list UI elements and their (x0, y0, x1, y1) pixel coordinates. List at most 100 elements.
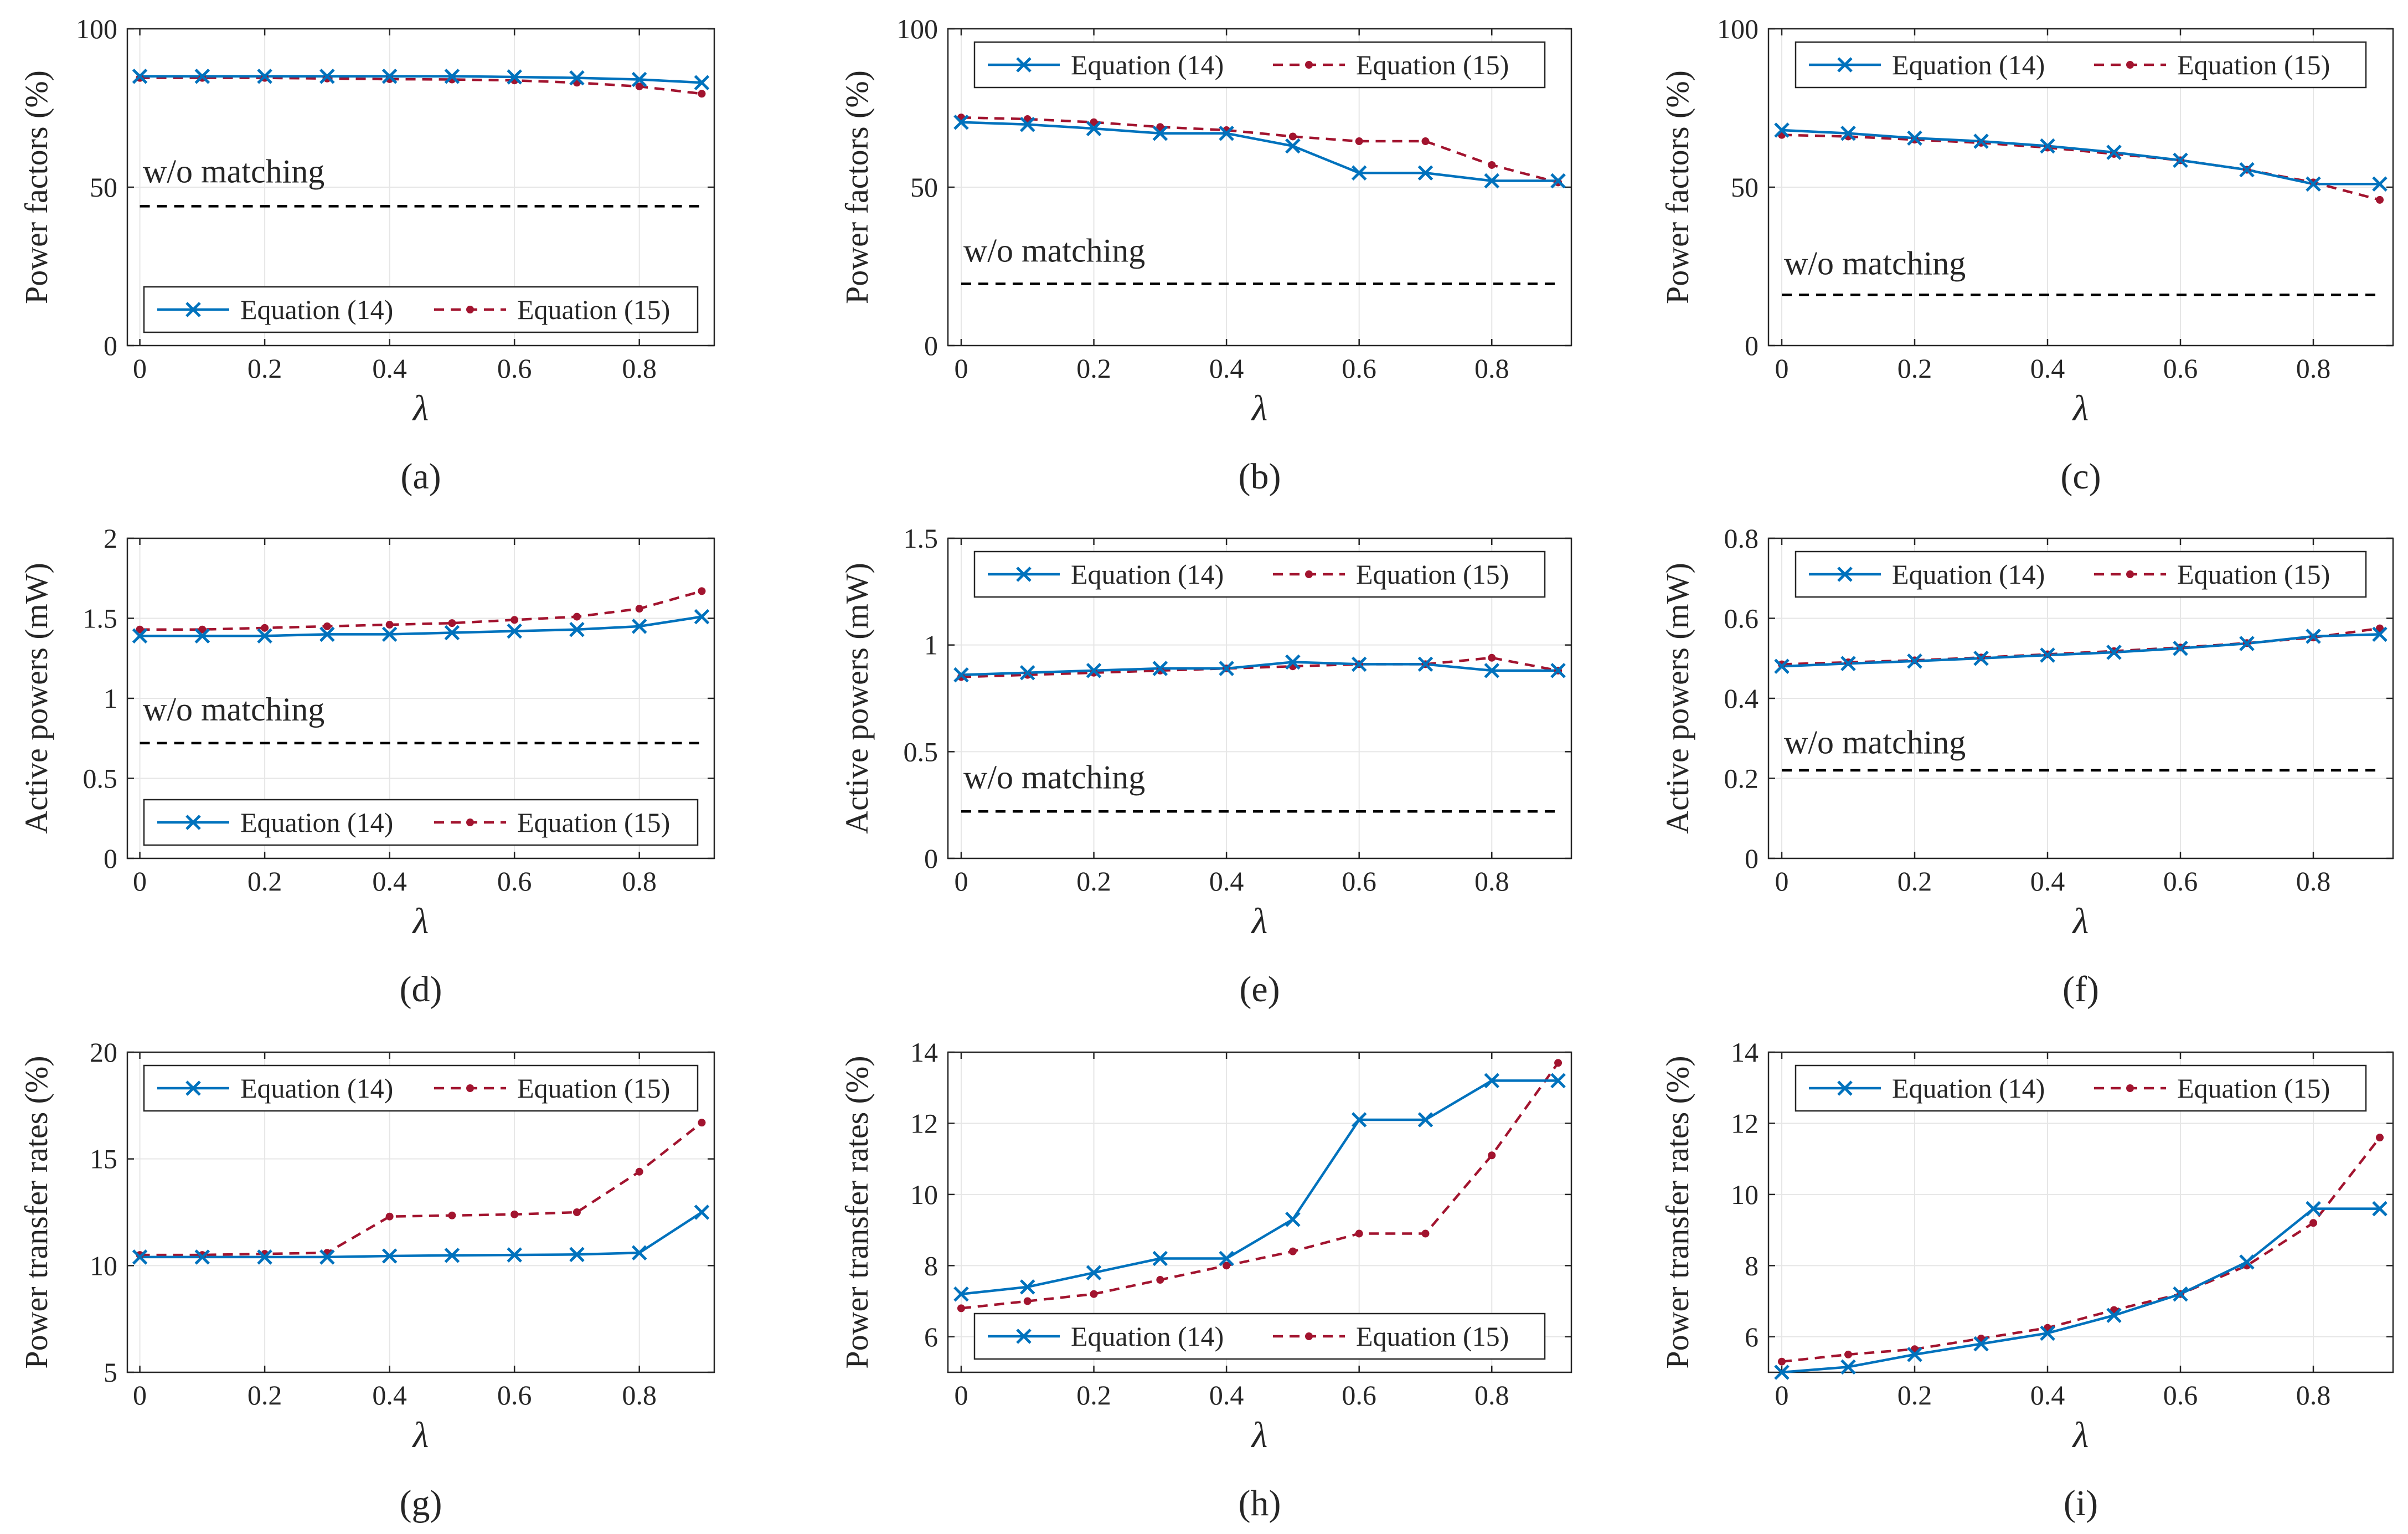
data-point-eq14 (1086, 663, 1102, 678)
x-tick-label: 0.2 (1076, 353, 1111, 384)
data-point-eq14 (257, 628, 272, 644)
data-point-eq14 (1019, 665, 1035, 681)
data-point-eq14 (1973, 133, 1989, 149)
data-point-eq14 (1774, 1365, 1790, 1380)
legend-marker-eq14 (1837, 57, 1853, 73)
data-point-eq14 (194, 1249, 210, 1265)
data-point-eq14 (1417, 1112, 1434, 1128)
y-axis-label: Active powers (mW) (839, 563, 875, 834)
data-point-eq15 (2376, 1134, 2384, 1142)
data-point-eq14 (1484, 1073, 1500, 1089)
x-tick-label: 0 (954, 353, 968, 384)
data-point-eq14 (1774, 122, 1790, 138)
x-tick-label: 0 (954, 866, 968, 897)
y-axis-label: Power transfer rates (%) (1659, 1056, 1695, 1368)
data-point-eq14 (2372, 1201, 2388, 1217)
data-point-eq14 (2106, 145, 2122, 160)
baseline-label: w/o matching (1784, 724, 1966, 760)
data-point-eq15 (1156, 123, 1164, 131)
data-point-eq14 (194, 628, 210, 644)
data-point-eq14 (2040, 647, 2055, 663)
data-point-eq14 (1219, 125, 1234, 141)
legend-label-eq15: Equation (15) (2177, 559, 2330, 590)
y-tick-label: 0 (104, 843, 117, 874)
series-line-eq15 (961, 1062, 1559, 1310)
data-point-eq15 (1023, 1297, 1032, 1305)
x-tick-label: 0.2 (1076, 1379, 1111, 1411)
y-tick-label: 6 (924, 1321, 938, 1352)
data-point-eq14 (2372, 176, 2388, 192)
plot-frame (1767, 1051, 2394, 1373)
data-point-eq15 (385, 621, 394, 629)
legend-label-eq14: Equation (14) (1071, 1321, 1224, 1352)
series-line-eq14 (1781, 633, 2380, 668)
data-point-eq14 (1550, 663, 1566, 678)
baseline-label: w/o matching (1784, 245, 1966, 281)
x-tick-label: 0 (133, 866, 147, 897)
y-tick-label: 10 (90, 1250, 117, 1281)
series-line-eq14 (1781, 1207, 2380, 1374)
panel-caption: (f) (2062, 969, 2099, 1010)
y-tick-label: 14 (1731, 1037, 1759, 1068)
legend: Equation (14) Equation (15) (973, 1312, 1546, 1360)
legend-label-eq15: Equation (15) (1356, 559, 1509, 590)
legend-label-eq15: Equation (15) (517, 807, 670, 838)
x-tick-label: 0.8 (1474, 353, 1509, 384)
y-axis-label: Power transfer rates (%) (839, 1056, 875, 1368)
chart-panel-i: 0 0.2 0.4 0.6 0.8 6 8 10 12 14 λ Power transfer rat… (1659, 1037, 2394, 1523)
data-point-eq15 (136, 625, 144, 634)
data-point-eq14 (1152, 125, 1168, 141)
data-point-eq14 (1484, 173, 1500, 189)
y-tick-label: 50 (90, 172, 117, 203)
x-tick-label: 0.4 (2030, 353, 2065, 384)
data-point-eq15 (1288, 1247, 1297, 1255)
data-point-eq15 (1288, 132, 1297, 141)
y-tick-label: 5 (104, 1357, 117, 1388)
panel-caption: (b) (1239, 456, 1281, 497)
plot-frame (947, 537, 1572, 859)
data-point-eq15 (511, 1210, 519, 1218)
data-point-eq14 (1907, 653, 1922, 669)
x-tick-label: 0.2 (1897, 353, 1932, 384)
y-axis-label: Active powers (mW) (18, 563, 54, 834)
legend: Equation (14) Equation (15) (1795, 1064, 2367, 1112)
plot-frame (126, 1051, 715, 1373)
y-tick-label: 0.6 (1724, 603, 1759, 634)
data-point-eq15 (1554, 1059, 1563, 1067)
data-point-eq14 (569, 621, 585, 637)
data-point-eq15 (635, 605, 643, 613)
data-point-eq14 (132, 1249, 148, 1265)
legend-label-eq14: Equation (14) (1892, 1073, 2045, 1104)
legend-marker-eq14 (185, 1080, 201, 1096)
data-point-eq14 (444, 1248, 460, 1263)
data-point-eq14 (631, 619, 647, 634)
series-line-eq15 (961, 116, 1559, 184)
data-point-eq14 (2239, 636, 2255, 651)
x-axis-label: λ (2072, 1415, 2089, 1455)
y-tick-label: 10 (1731, 1179, 1759, 1210)
series-line-eq14 (961, 1079, 1559, 1295)
data-point-eq14 (953, 667, 969, 683)
chart-panel-g: 0 0.2 0.4 0.6 0.8 5 10 15 20 λ Power transfer rate… (18, 1037, 715, 1523)
data-point-eq14 (2306, 629, 2321, 644)
data-point-eq15 (698, 1119, 706, 1127)
data-point-eq14 (1840, 125, 1856, 141)
y-tick-label: 12 (1731, 1108, 1759, 1139)
panel-caption: (g) (400, 1483, 442, 1523)
data-point-eq14 (569, 70, 585, 86)
y-tick-label: 2 (104, 523, 117, 554)
data-point-eq14 (1086, 1265, 1102, 1280)
data-point-eq14 (1907, 130, 1922, 146)
x-axis-label: λ (2072, 388, 2089, 429)
data-point-eq14 (1219, 1250, 1234, 1267)
x-tick-label: 0.6 (1342, 353, 1376, 384)
baseline-label: w/o matching (143, 153, 324, 189)
data-point-eq15 (1778, 1357, 1786, 1366)
data-point-eq14 (444, 625, 460, 641)
series-line-eq14 (140, 615, 702, 637)
data-point-eq14 (319, 626, 335, 642)
panel-caption: (a) (400, 456, 441, 497)
x-axis-label: λ (1251, 388, 1268, 429)
legend-box (143, 286, 699, 333)
data-point-eq15 (511, 616, 519, 624)
